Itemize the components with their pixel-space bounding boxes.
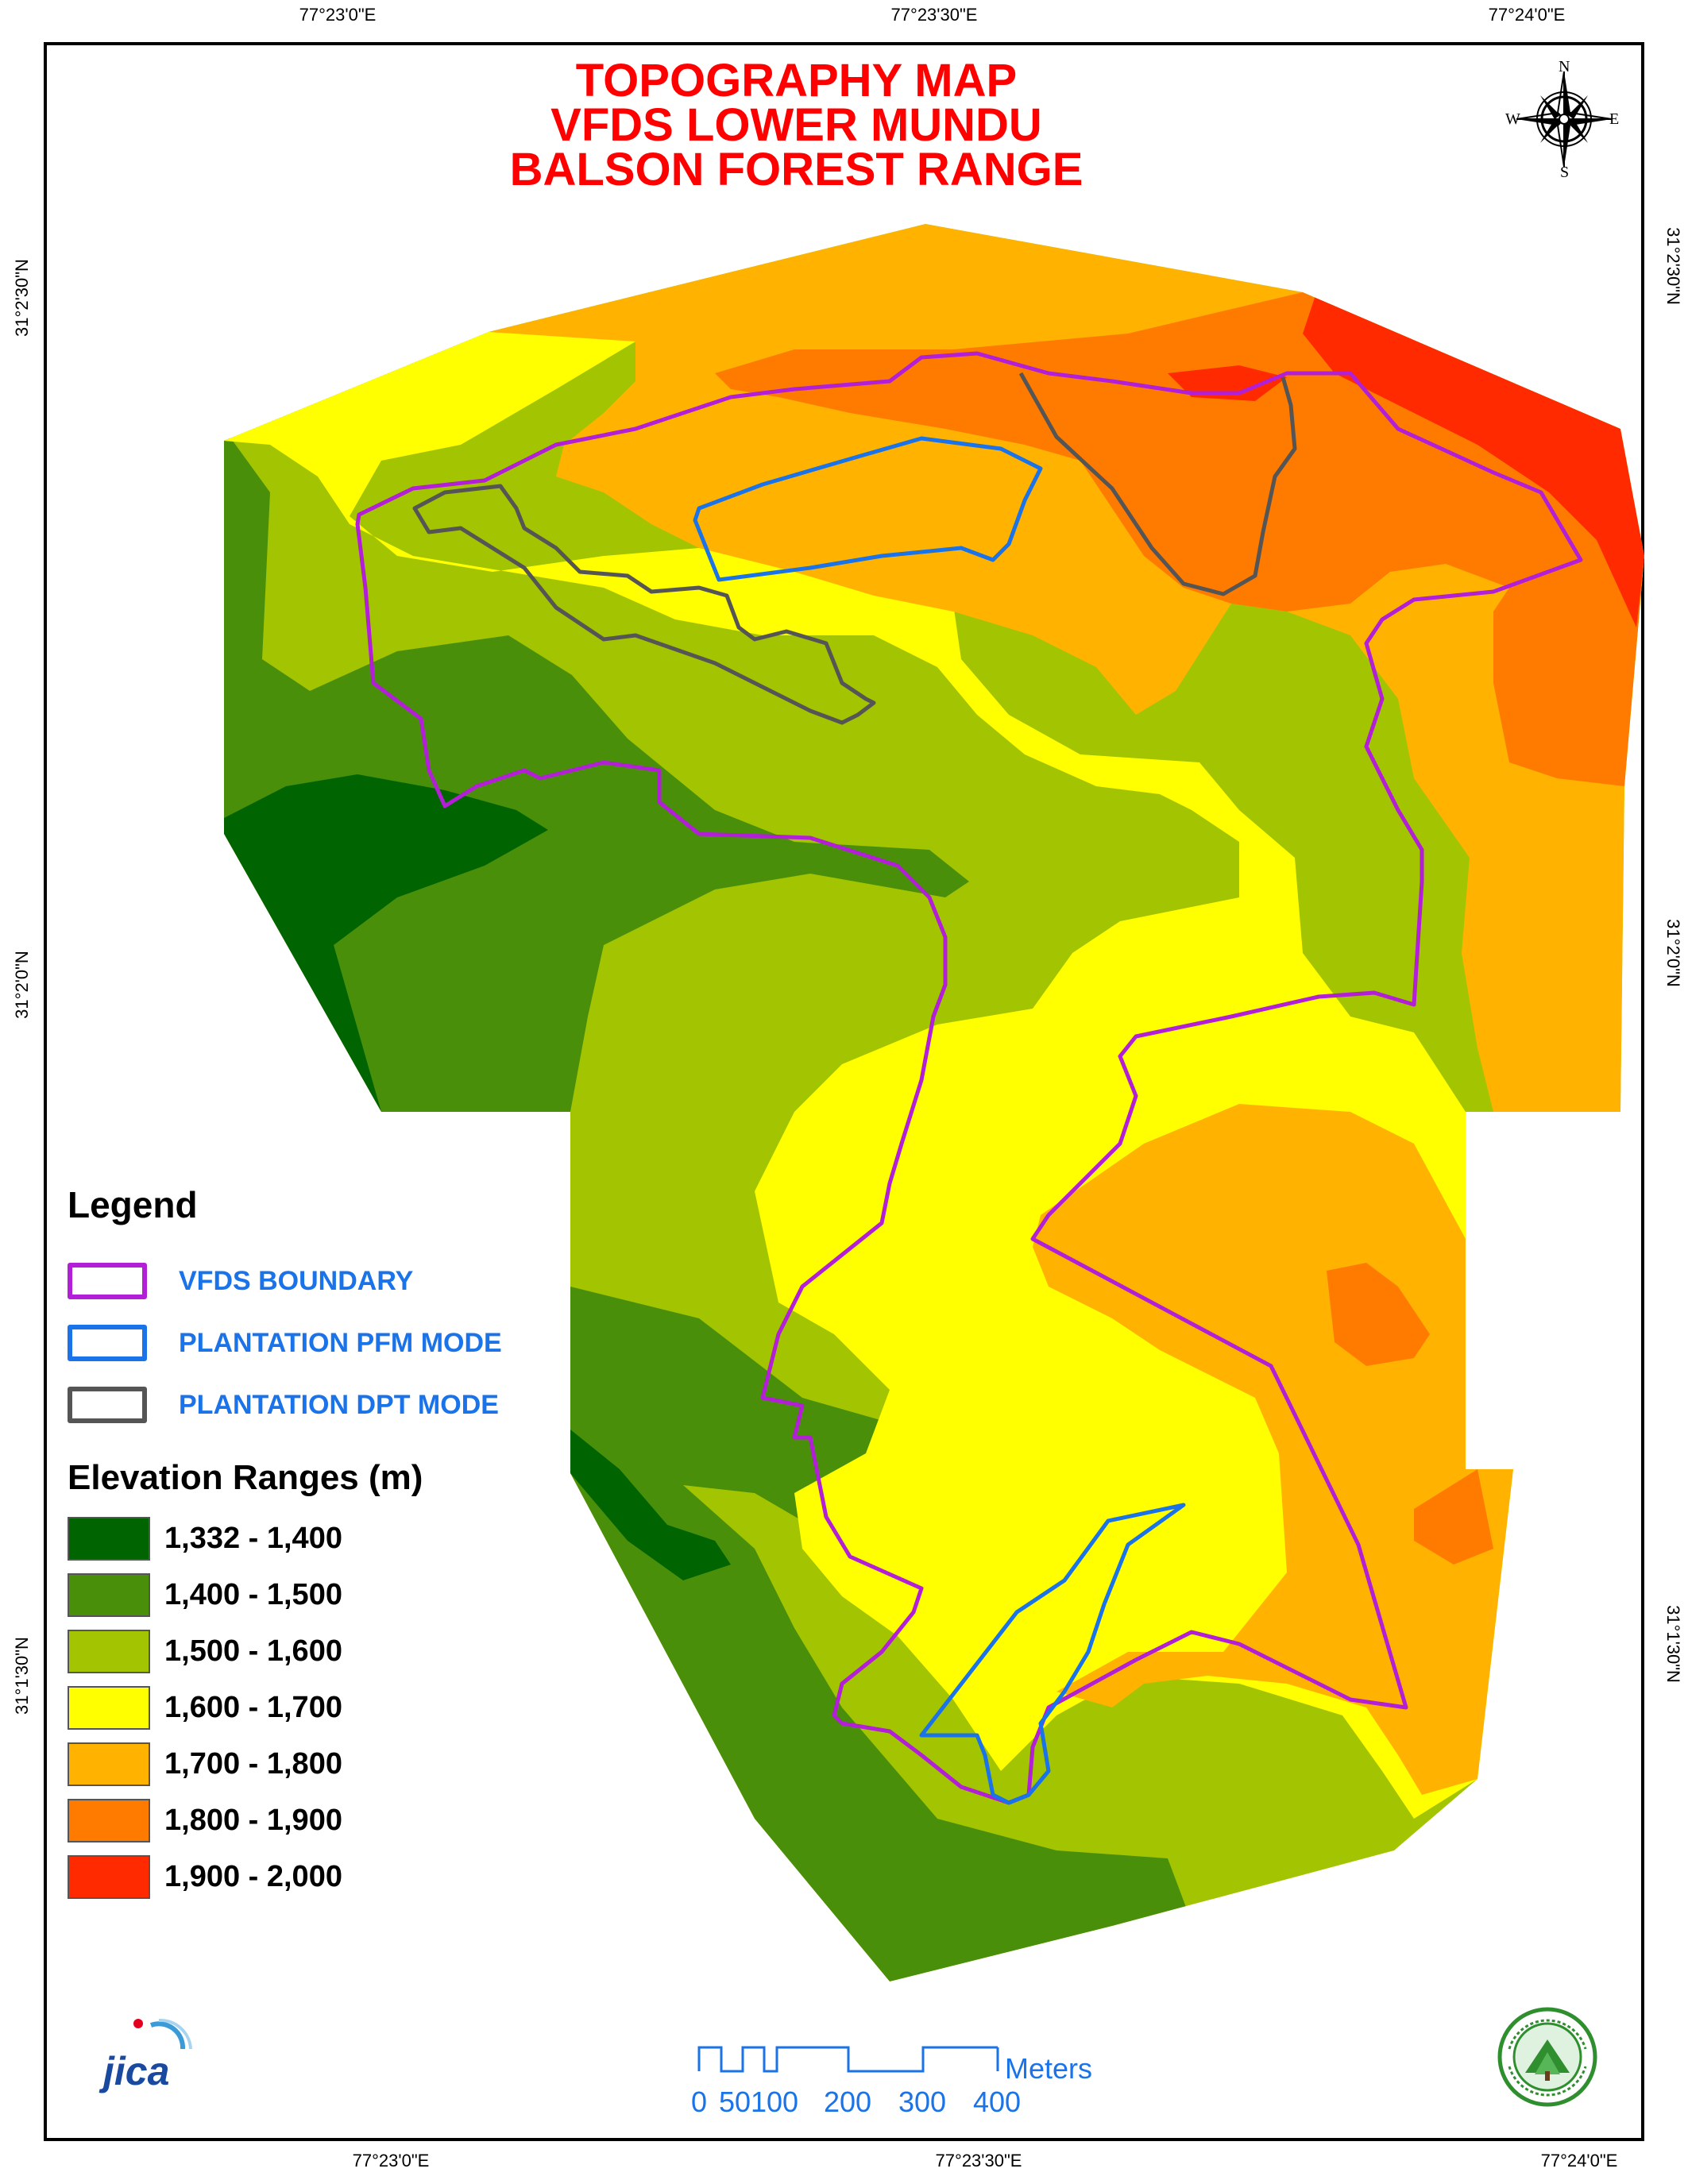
coord-bottom-1: 77°23'0"E: [352, 2151, 430, 2170]
zone-1700-1800-south: [1033, 1104, 1513, 1795]
zone-1332-1400-south: [570, 1430, 731, 1580]
zone-1900-2000: [1303, 286, 1644, 627]
compass-w-label: W: [1505, 110, 1520, 128]
elevation-label: 1,600 - 1,700: [164, 1691, 342, 1724]
scale-tick-300: 300: [898, 2086, 947, 2118]
elevation-label: 1,332 - 1,400: [164, 1522, 342, 1555]
map-title-line-3: BALSON FOREST RANGE: [509, 144, 1083, 195]
legend-swatch: [68, 1325, 147, 1361]
elevation-swatch: [68, 1686, 150, 1730]
legend: Legend VFDS BOUNDARY PLANTATION PFM MODE…: [68, 1183, 576, 1905]
elevation-item: 1,500 - 1,600: [68, 1623, 576, 1680]
elevation-swatch: [68, 1573, 150, 1617]
scale-unit-label: Meters: [1005, 2052, 1093, 2085]
jica-logo: jica: [98, 2018, 192, 2093]
scale-tick-0: 0: [691, 2086, 708, 2118]
vfds-boundary: [355, 351, 1583, 1805]
legend-swatch: [68, 1263, 147, 1299]
elevation-heading: Elevation Ranges (m): [68, 1458, 423, 1497]
zone-1600-1700: [224, 318, 1513, 1819]
coord-right-3: 31°1'30"N: [1663, 1605, 1683, 1683]
scale-bar: [697, 2046, 999, 2073]
coord-left-1: 31°2'30"N: [12, 259, 32, 337]
elevation-label: 1,400 - 1,500: [164, 1578, 342, 1611]
scale-tick-100: 100: [751, 2086, 799, 2118]
legend-item-plantation-pfm: PLANTATION PFM MODE: [68, 1312, 576, 1374]
coord-top-1: 77°23'0"E: [299, 5, 377, 25]
elevation-swatch: [68, 1855, 150, 1899]
elevation-swatch: [68, 1799, 150, 1843]
zone-1332-1400-west: [224, 774, 548, 1112]
scale-tick-50: 50: [719, 2086, 751, 2118]
coord-right-2: 31°2'0"N: [1663, 919, 1683, 987]
scale-tick-400: 400: [973, 2086, 1022, 2118]
elevation-label: 1,500 - 1,600: [164, 1634, 342, 1668]
coord-top-2: 77°23'30"E: [890, 5, 978, 25]
compass-s-label: S: [1560, 164, 1570, 181]
coord-bottom-3: 77°24'0"E: [1540, 2151, 1618, 2170]
coord-right-1: 31°2'30"N: [1663, 227, 1683, 305]
elevation-label: 1,700 - 1,800: [164, 1747, 342, 1781]
legend-item-vfds-boundary: VFDS BOUNDARY: [68, 1250, 576, 1312]
elevation-item: 1,400 - 1,500: [68, 1567, 576, 1623]
compass-e-label: E: [1609, 110, 1620, 128]
elevation-label: 1,800 - 1,900: [164, 1804, 342, 1837]
legend-heading: Legend: [68, 1184, 198, 1225]
scale-tick-200: 200: [824, 2086, 872, 2118]
zone-1800-1900-spot2: [1414, 1469, 1493, 1565]
compass-n-label: N: [1559, 58, 1570, 75]
elevation-swatch: [68, 1742, 150, 1786]
elevation-swatch: [68, 1517, 150, 1561]
legend-label: PLANTATION DPT MODE: [179, 1389, 499, 1420]
elevation-item: 1,332 - 1,400: [68, 1511, 576, 1567]
plantation-dpt-east: [1018, 372, 1297, 596]
zone-1400-1500-south: [570, 1287, 1192, 1981]
svg-text:jica: jica: [98, 2049, 169, 2093]
zone-1400-1500-west: [224, 429, 969, 1112]
coord-top-3: 77°24'0"E: [1488, 5, 1566, 25]
elevation-item: 1,900 - 2,000: [68, 1849, 576, 1905]
plantation-pfm-south: [919, 1503, 1186, 1805]
elevation-swatch: [68, 1630, 150, 1673]
coord-bottom-2: 77°23'30"E: [935, 2151, 1022, 2170]
legend-label: PLANTATION PFM MODE: [179, 1327, 502, 1358]
zone-1800-1900: [715, 292, 1644, 786]
map-title-line-1: TOPOGRAPHY MAP: [575, 55, 1018, 106]
zone-1800-1900-spot: [1327, 1263, 1430, 1366]
forest-department-emblem: [1497, 2007, 1597, 2107]
legend-swatch: [68, 1387, 147, 1423]
legend-label: VFDS BOUNDARY: [179, 1265, 414, 1296]
map-title-line-2: VFDS LOWER MUNDU: [550, 99, 1042, 151]
elevation-item: 1,800 - 1,900: [68, 1792, 576, 1849]
elevation-item: 1,700 - 1,800: [68, 1736, 576, 1792]
elevation-item: 1,600 - 1,700: [68, 1680, 576, 1736]
coord-left-3: 31°1'30"N: [12, 1637, 32, 1715]
elevation-label: 1,900 - 2,000: [164, 1860, 342, 1893]
legend-item-plantation-dpt: PLANTATION DPT MODE: [68, 1374, 576, 1436]
coord-left-2: 31°2'0"N: [12, 951, 32, 1019]
north-arrow-icon: [1516, 71, 1613, 168]
plantation-dpt-west: [412, 484, 876, 725]
plantation-pfm-north: [693, 436, 1043, 582]
